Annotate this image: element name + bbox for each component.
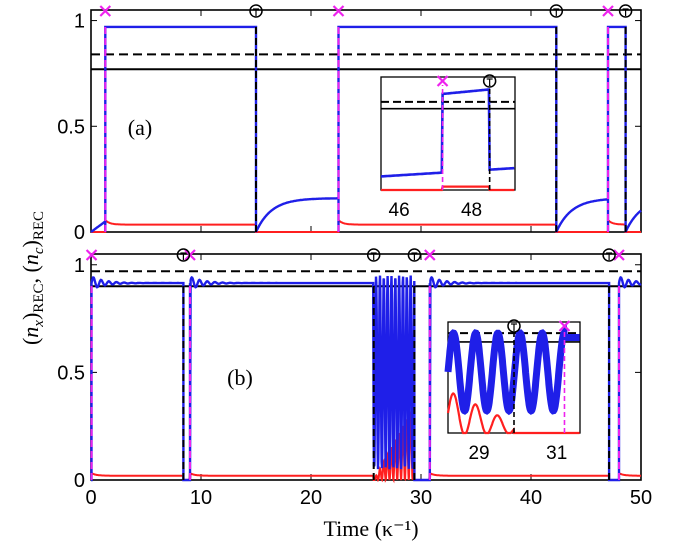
x-tick-label: 30 xyxy=(410,487,432,509)
inset-switch-on-marker-b xyxy=(558,320,571,332)
switch-off-marker xyxy=(366,248,381,262)
series-blue xyxy=(90,275,642,482)
ylabel-sep: , ( xyxy=(18,265,43,283)
inset-series-red xyxy=(381,185,515,192)
ylabel-n-2: n xyxy=(18,254,43,265)
inset-switch-on-marker-b xyxy=(436,75,449,87)
switch-on-marker-b xyxy=(85,249,98,261)
panel-label: (b) xyxy=(227,365,253,390)
ylabel-rec-2: REC xyxy=(31,211,47,240)
switch-off-marker xyxy=(549,4,564,18)
x-tick-label: 50 xyxy=(630,487,652,509)
ylabel-close-2: ) xyxy=(18,240,43,247)
x-axis-label: Time (κ⁻¹) xyxy=(323,516,418,541)
inset-x-tick-label: 29 xyxy=(468,443,489,464)
inset-switch-off-marker xyxy=(482,74,497,88)
ylabel-sub-c: c xyxy=(31,247,47,254)
ylabel-open-1: ( xyxy=(18,338,43,345)
ylabel-close-1: ) xyxy=(18,313,43,320)
inset-x-tick-label: 31 xyxy=(546,443,567,464)
ylabel-sub-x: x xyxy=(31,320,47,328)
switch-off-marker xyxy=(602,248,616,262)
inset: 29 31 xyxy=(444,319,581,464)
inset-x-tick-label: 46 xyxy=(389,200,410,221)
switch-on-marker-b xyxy=(602,5,614,17)
panel-label: (a) xyxy=(128,115,152,140)
switch-off-marker xyxy=(176,248,191,262)
inset-frame xyxy=(380,76,516,191)
switch-on-marker-b xyxy=(613,249,625,261)
inset-series-blue xyxy=(444,323,580,416)
switch-on-marker-b xyxy=(99,5,112,17)
switch-off-marker xyxy=(618,4,633,18)
plot-frame xyxy=(90,9,642,233)
y-tick-label: 0 xyxy=(74,222,85,244)
panel-a: 0 0.5 1 (a) 46 48 xyxy=(57,4,642,244)
y-tick-label: 0 xyxy=(74,470,85,492)
switch-off-marker xyxy=(407,248,422,262)
switch-off-marker xyxy=(249,4,263,18)
y-tick-label: 0.5 xyxy=(57,116,85,138)
inset-series-blue xyxy=(381,88,515,178)
y-tick-label: 1 xyxy=(74,11,85,33)
switch-on-marker-b xyxy=(332,5,345,17)
x-tick-label: 40 xyxy=(520,487,542,509)
x-tick-label: 10 xyxy=(190,487,212,509)
ylabel-rec-1: REC xyxy=(31,284,47,313)
panel-b: 0 10 20 30 40 50 0 0.5 1 (b) 29 31 xyxy=(57,248,652,509)
series-red xyxy=(91,217,641,233)
inset: 46 48 xyxy=(380,74,516,221)
switch-on-marker-b xyxy=(424,249,436,261)
y-axis-label: (nx)REC, (nc)REC xyxy=(18,211,47,345)
inset-x-tick-label: 48 xyxy=(461,200,482,221)
y-tick-label: 0.5 xyxy=(57,362,85,384)
ylabel-n-1: n xyxy=(18,327,43,338)
x-tick-label: 0 xyxy=(85,487,96,509)
panels: 0 0.5 1 (a) 46 48 0 10 20 30 40 50 0 0.5 1 (b) 29 31 xyxy=(57,4,652,509)
x-tick-label: 20 xyxy=(300,487,322,509)
series-blue xyxy=(90,25,642,233)
y-tick-label: 1 xyxy=(74,255,85,277)
